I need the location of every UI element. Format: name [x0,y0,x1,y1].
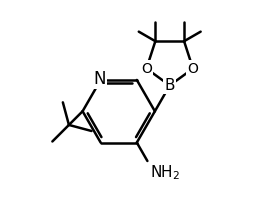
Text: O: O [188,62,199,76]
Text: NH$_2$: NH$_2$ [150,163,180,182]
Text: O: O [141,62,152,76]
Text: N: N [93,70,106,88]
Text: B: B [164,78,175,93]
